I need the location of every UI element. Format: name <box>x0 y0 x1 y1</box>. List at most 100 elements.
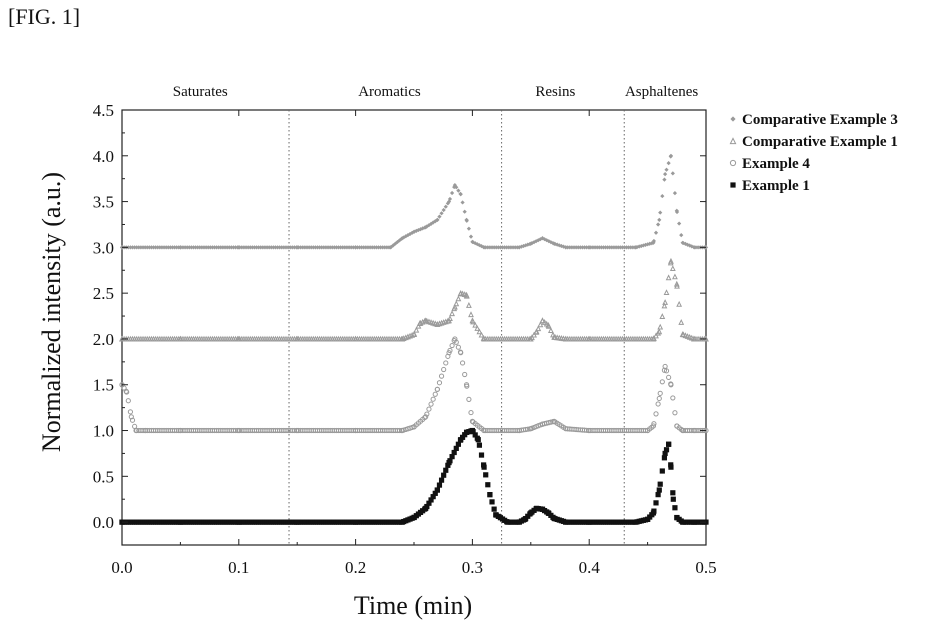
data-point <box>313 245 318 250</box>
data-point <box>294 335 301 342</box>
data-point <box>340 245 345 250</box>
data-point <box>672 191 678 196</box>
data-point <box>264 245 270 250</box>
data-point <box>434 321 441 327</box>
data-point <box>403 234 408 239</box>
data-point <box>302 245 308 250</box>
data-point <box>642 427 649 434</box>
data-point <box>149 245 154 250</box>
data-point <box>411 229 417 234</box>
legend-marker <box>730 116 736 122</box>
data-point <box>599 245 604 250</box>
data-point <box>539 506 546 512</box>
data-point <box>653 332 659 339</box>
data-point <box>456 188 461 193</box>
data-point <box>657 481 663 487</box>
data-point <box>423 505 429 511</box>
data-point <box>124 389 130 395</box>
data-point <box>126 245 131 250</box>
data-point <box>227 245 232 250</box>
data-point <box>535 325 542 332</box>
data-point <box>147 245 152 250</box>
data-point <box>336 245 341 250</box>
data-point <box>476 328 483 335</box>
data-point <box>586 335 593 342</box>
data-point <box>222 245 228 250</box>
data-point <box>547 327 554 334</box>
data-point <box>428 401 434 407</box>
data-point <box>210 245 215 250</box>
data-point <box>463 291 470 298</box>
data-point <box>344 245 350 250</box>
data-point <box>239 245 244 250</box>
data-point <box>460 200 465 205</box>
data-point <box>510 245 516 250</box>
data-point <box>294 427 300 434</box>
data-point <box>353 427 359 434</box>
y-tick-label: 3.0 <box>93 238 114 257</box>
data-point <box>485 245 490 250</box>
data-point <box>670 395 676 401</box>
data-point <box>372 245 377 250</box>
data-point <box>269 245 274 250</box>
data-point <box>663 289 670 296</box>
data-point <box>692 245 697 250</box>
data-point <box>433 219 438 224</box>
data-point <box>203 245 209 250</box>
data-point <box>430 494 436 500</box>
legend-marker <box>730 182 736 188</box>
data-point <box>607 245 612 250</box>
data-point <box>674 208 679 213</box>
data-point <box>586 519 592 525</box>
data-point <box>399 335 406 342</box>
data-point <box>449 190 455 196</box>
figure-label: [FIG. 1] <box>8 4 81 29</box>
data-point <box>659 313 666 319</box>
data-point <box>294 519 300 525</box>
data-point <box>660 193 665 199</box>
series-example-4 <box>119 336 709 434</box>
legend: Comparative Example 3 Comparative Example… <box>729 112 898 194</box>
data-point <box>587 245 592 250</box>
data-point <box>531 331 537 338</box>
data-point <box>476 442 483 448</box>
data-point <box>235 335 242 342</box>
x-axis-label: Time (min) <box>354 591 472 620</box>
data-point <box>563 519 569 525</box>
y-tick-label: 2.5 <box>93 284 114 303</box>
data-point <box>195 245 200 250</box>
data-point <box>462 209 467 214</box>
data-point <box>674 423 680 429</box>
data-point <box>193 245 198 250</box>
data-point <box>159 245 165 250</box>
data-point <box>597 245 602 250</box>
data-point <box>479 244 484 249</box>
data-point <box>295 245 300 250</box>
data-point <box>651 238 657 244</box>
data-point <box>673 280 680 287</box>
legend-label: Example 4 <box>742 156 810 172</box>
data-point <box>522 516 528 522</box>
data-point <box>609 245 614 250</box>
x-tick-label: 0.5 <box>695 558 716 577</box>
data-point <box>443 467 449 473</box>
data-point <box>661 455 668 461</box>
data-point <box>656 487 662 493</box>
y-axis-label: Normalized intensity (a.u.) <box>37 172 66 452</box>
data-point <box>563 245 568 250</box>
data-point <box>277 245 282 250</box>
data-point <box>409 331 416 338</box>
data-point <box>668 382 674 388</box>
data-point <box>262 245 268 250</box>
data-point <box>504 519 511 525</box>
data-point <box>562 335 569 342</box>
data-point <box>208 245 213 250</box>
data-point <box>170 245 175 250</box>
y-tick-label: 4.0 <box>93 147 114 166</box>
data-point <box>679 232 684 238</box>
data-point <box>140 245 146 250</box>
data-point <box>446 317 452 324</box>
data-point <box>453 300 460 307</box>
data-point <box>622 245 627 250</box>
data-point <box>422 317 429 324</box>
